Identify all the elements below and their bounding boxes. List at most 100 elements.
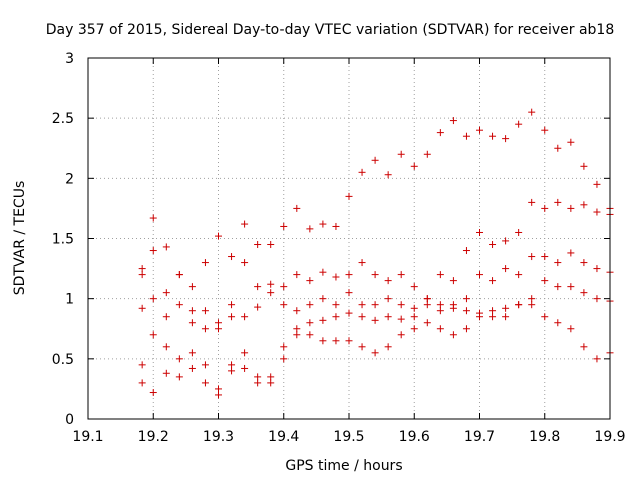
- data-point: [567, 283, 575, 291]
- data-point: [580, 289, 588, 297]
- x-tick-label: 19.6: [399, 429, 430, 445]
- data-point: [489, 132, 497, 140]
- data-point: [306, 301, 314, 309]
- data-point: [306, 319, 314, 327]
- data-point: [528, 108, 536, 116]
- data-point: [319, 220, 327, 228]
- data-point: [541, 277, 549, 285]
- data-point: [515, 120, 523, 128]
- data-point: [449, 117, 457, 125]
- data-point: [462, 247, 470, 255]
- data-point: [397, 331, 405, 339]
- data-point: [593, 208, 601, 216]
- data-point: [280, 283, 288, 291]
- data-point: [489, 277, 497, 285]
- data-point: [502, 135, 510, 143]
- data-point: [175, 355, 183, 363]
- y-tick-label: 1.5: [52, 232, 74, 248]
- data-point: [149, 214, 157, 222]
- data-point: [397, 315, 405, 323]
- data-point: [462, 307, 470, 315]
- data-point: [188, 283, 196, 291]
- data-point: [554, 319, 562, 327]
- x-tick-label: 19.9: [594, 429, 625, 445]
- data-point: [502, 265, 510, 273]
- data-point: [241, 364, 249, 372]
- x-tick-label: 19.7: [464, 429, 495, 445]
- data-point: [371, 271, 379, 279]
- data-point: [254, 303, 262, 311]
- data-point: [332, 301, 340, 309]
- data-point: [254, 283, 262, 291]
- y-tick-label: 3: [65, 51, 74, 67]
- data-point: [149, 247, 157, 255]
- data-point: [410, 304, 418, 312]
- data-point: [541, 313, 549, 321]
- data-point: [410, 162, 418, 170]
- data-point: [267, 379, 275, 387]
- data-point: [410, 313, 418, 321]
- data-point: [541, 126, 549, 134]
- data-point: [293, 204, 301, 212]
- data-point: [138, 361, 146, 369]
- data-point: [306, 331, 314, 339]
- data-point: [554, 259, 562, 267]
- data-point: [201, 307, 209, 315]
- data-point: [397, 150, 405, 158]
- data-point: [201, 325, 209, 333]
- data-point: [280, 301, 288, 309]
- data-point: [215, 385, 222, 393]
- data-point: [332, 313, 340, 321]
- data-point: [149, 331, 157, 339]
- data-point: [241, 220, 249, 228]
- data-point: [345, 337, 353, 345]
- data-point: [254, 373, 262, 381]
- data-point: [241, 313, 249, 321]
- data-point: [554, 144, 562, 152]
- data-point: [215, 391, 222, 399]
- data-point: [580, 162, 588, 170]
- data-point: [280, 343, 288, 351]
- data-point: [188, 364, 196, 372]
- y-tick-label: 0: [65, 412, 74, 428]
- data-point: [528, 301, 536, 309]
- y-tick-label: 2: [65, 171, 74, 187]
- data-point: [410, 325, 418, 333]
- data-point: [502, 304, 510, 312]
- data-point: [188, 319, 196, 327]
- data-point: [280, 222, 288, 230]
- data-point: [254, 241, 262, 249]
- data-point: [449, 331, 457, 339]
- data-point: [515, 228, 523, 236]
- x-tick-label: 19.1: [72, 429, 103, 445]
- data-point: [397, 271, 405, 279]
- data-point: [358, 313, 366, 321]
- data-point: [332, 273, 340, 281]
- data-point: [345, 309, 353, 317]
- data-point: [175, 301, 183, 309]
- data-point: [580, 343, 588, 351]
- data-point: [138, 304, 146, 312]
- data-point: [476, 309, 483, 317]
- data-point: [384, 277, 392, 285]
- x-axis-label: GPS time / hours: [285, 458, 402, 474]
- data-points: [138, 108, 614, 399]
- data-point: [489, 307, 497, 315]
- data-point: [201, 259, 209, 267]
- data-point: [138, 379, 146, 387]
- data-point: [306, 277, 314, 285]
- data-point: [149, 389, 157, 397]
- y-tick-label: 0.5: [52, 352, 74, 368]
- data-point: [267, 241, 275, 249]
- data-point: [489, 313, 497, 321]
- data-point: [489, 241, 497, 249]
- data-point: [228, 253, 236, 261]
- data-point: [476, 228, 483, 236]
- data-point: [567, 249, 575, 257]
- axis-ticks: 19.1 19.2 19.3 19.4 19.5 19.6 19.7 19.8 19.9 0 0.5…: [52, 51, 626, 445]
- data-point: [371, 156, 379, 164]
- data-point: [228, 301, 236, 309]
- data-point: [528, 198, 536, 206]
- data-point: [228, 367, 236, 375]
- data-point: [371, 301, 379, 309]
